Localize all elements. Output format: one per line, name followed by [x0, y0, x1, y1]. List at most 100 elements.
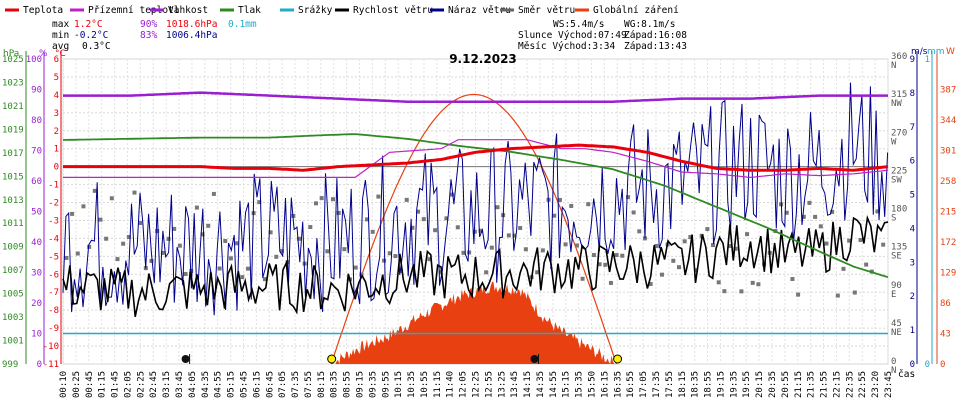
- series-wind-dir-point: [64, 255, 69, 260]
- axis-tick-degc: 0: [54, 163, 59, 173]
- series-wind-dir-point: [631, 210, 636, 215]
- series-wind-dir-point: [694, 268, 699, 273]
- series-wind-dir-point: [87, 244, 92, 249]
- series-wind-dir-point: [172, 226, 177, 231]
- series-wind-dir-point: [132, 190, 137, 195]
- series-wind-dir-point: [745, 232, 750, 237]
- series-wind-dir-point: [523, 247, 528, 252]
- x-tick-label: 07:35: [291, 371, 301, 398]
- x-tick-label: 01:15: [98, 371, 108, 398]
- series-wind-dir-point: [404, 197, 409, 202]
- series-humidity: [63, 91, 888, 103]
- x-tick-label: 14:15: [523, 371, 533, 398]
- x-tick-label: 18:55: [704, 371, 714, 398]
- x-tick-label: 10:15: [394, 371, 404, 398]
- axis-tick-dir: 270: [891, 128, 907, 138]
- axis-tick-degc: -7: [48, 288, 59, 298]
- axis-tick-hpa: 1015: [2, 172, 24, 182]
- axis-tick-dir: 0: [891, 357, 896, 367]
- axis-tick-degc: -4: [48, 234, 59, 244]
- axis-tick-dir-card: SE: [891, 252, 902, 262]
- axis-tick-dir-card: NW: [891, 99, 902, 109]
- axis-tick-dir: 45: [891, 319, 902, 329]
- axis-tick-degc: -9: [48, 324, 59, 334]
- series-wind-dir-point: [858, 238, 863, 243]
- series-wind-dir-point: [228, 256, 233, 261]
- x-tick-label: 15:50: [588, 371, 598, 398]
- stat-max-rain: 0.1mm: [228, 19, 257, 30]
- x-tick-label: 08:55: [343, 371, 353, 398]
- series-wind-dir-point: [274, 254, 279, 259]
- series-wind-dir-point: [126, 234, 131, 239]
- x-tick-label: 08:35: [330, 371, 340, 398]
- axis-tick-degc: -6: [48, 270, 59, 280]
- series-wind-dir-point: [240, 275, 245, 280]
- series-wind-dir-point: [518, 226, 523, 231]
- axis-tick-wm2: 258: [940, 177, 956, 187]
- axis-tick-dir: 225: [891, 166, 907, 176]
- stat-max-press: 1018.6hPa: [166, 19, 217, 30]
- series-wind-dir-point: [149, 258, 154, 263]
- series-wind-dir-point: [625, 195, 630, 200]
- series-wind-dir-point: [654, 243, 659, 248]
- x-tick-label: 19:15: [716, 371, 726, 398]
- axis-tick-wm2: 0: [940, 360, 945, 370]
- axis-tick-dir-card: SW: [891, 175, 902, 185]
- series-wind-dir-point: [268, 230, 273, 235]
- series-wind-dir-point: [393, 254, 398, 259]
- x-tick-label: 02:05: [123, 371, 133, 398]
- series-wind-dir-point: [234, 241, 239, 246]
- x-tick-label: 11:15: [433, 371, 443, 398]
- x-tick-label: 18:35: [691, 371, 701, 398]
- series-wind-dir-point: [121, 241, 126, 246]
- axis-tick-degc: 5: [54, 73, 59, 83]
- series-wind-dir-point: [461, 250, 466, 255]
- x-tick-label: 00:25: [72, 371, 82, 398]
- legend-label-wd: Směr větru: [518, 5, 575, 16]
- x-tick-label: 12:55: [484, 371, 494, 398]
- series-wind-dir-point: [81, 204, 86, 209]
- axis-tick-mm: 0: [925, 360, 930, 370]
- axis-tick-degc: 3: [54, 109, 59, 119]
- series-wind-dir-point: [495, 205, 500, 210]
- axis-tick-ms: 3: [910, 258, 915, 268]
- series-wind-dir-point: [711, 243, 716, 248]
- axis-tick-hpa: 1001: [2, 337, 24, 347]
- series-pressure: [63, 133, 889, 279]
- axis-tick-ms: 2: [910, 292, 915, 302]
- series-wind-dir-point: [177, 243, 182, 248]
- axis-tick-pct: 10: [31, 330, 42, 340]
- x-tick-label: 23:45: [884, 371, 894, 398]
- x-tick-label: 20:35: [768, 371, 778, 398]
- legend-label-rain: Srážky: [298, 5, 333, 16]
- x-tick-label: 01:45: [111, 371, 121, 398]
- x-tick-label: 04:35: [201, 371, 211, 398]
- axis-tick-pct: 80: [31, 116, 42, 126]
- axis-tick-ms: 7: [910, 123, 915, 133]
- series-wind-dir-point: [342, 247, 347, 252]
- x-tick-label: 06:15: [252, 371, 262, 398]
- axis-tick-wm2: 344: [940, 116, 956, 126]
- axis-tick-degc: 2: [54, 127, 59, 137]
- axis-tick-degc: -2: [48, 199, 59, 209]
- x-tick-label: 05:45: [239, 371, 249, 398]
- series-wind-dir-point: [217, 266, 222, 271]
- axis-unit-hpa: hPa: [3, 49, 19, 59]
- axis-tick-ms: 6: [910, 157, 915, 167]
- series-wind-dir-point: [336, 210, 341, 215]
- x-tick-label: 14:35: [536, 371, 546, 398]
- series-wind-dir-point: [591, 253, 596, 258]
- x-tick-label: 21:55: [820, 371, 830, 398]
- axis-unit-degc: °C: [55, 49, 66, 59]
- legend-label-press: Tlak: [238, 5, 261, 16]
- stat-avg-temp: 0.3°C: [82, 41, 111, 52]
- x-tick-label: 07:05: [278, 371, 288, 398]
- info-sunrise: Slunce Východ:07:49: [518, 30, 627, 41]
- x-tick-label: 20:15: [755, 371, 765, 398]
- series-wind-dir-point: [70, 211, 75, 216]
- series-wind-dir-point: [557, 197, 562, 202]
- series-wind-dir-point: [262, 277, 267, 282]
- x-tick-label: 12:05: [459, 371, 469, 398]
- stat-max-label: max: [52, 19, 69, 30]
- axis-tick-wm2: 301: [940, 147, 956, 157]
